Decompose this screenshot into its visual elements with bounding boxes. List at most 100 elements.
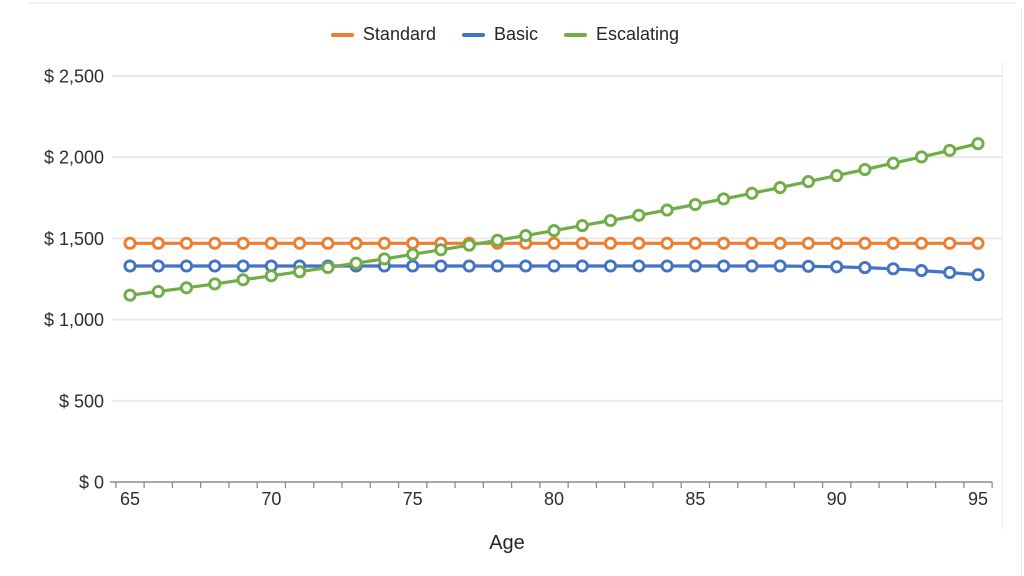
x-tick-label: 85 — [685, 489, 705, 509]
data-point-basic — [914, 264, 929, 278]
data-point-basic — [943, 265, 957, 280]
x-axis-title: Age — [489, 532, 525, 554]
data-point-standard — [575, 236, 589, 250]
data-point-escalating — [547, 224, 561, 238]
x-tick-label: 95 — [968, 489, 988, 509]
y-tick-label: $ 1,500 — [44, 229, 104, 249]
data-point-escalating — [830, 169, 844, 183]
legend-swatch-escalating — [564, 32, 587, 37]
x-tick-label: 75 — [403, 489, 423, 509]
data-point-basic — [858, 261, 872, 275]
legend-label-basic: Basic — [493, 24, 538, 44]
data-point-basic — [547, 259, 561, 273]
data-point-standard — [603, 236, 618, 250]
data-point-standard — [717, 236, 731, 250]
data-point-escalating — [490, 233, 505, 247]
legend-item-standard: Standard — [330, 24, 436, 45]
data-point-basic — [773, 259, 787, 273]
data-point-escalating — [773, 181, 787, 195]
data-point-standard — [632, 236, 646, 250]
data-point-standard — [858, 236, 872, 250]
x-axis — [110, 481, 993, 488]
data-point-standard — [830, 236, 844, 250]
data-point-standard — [179, 236, 194, 250]
x-tick-label: 80 — [544, 489, 564, 509]
data-point-basic — [801, 259, 815, 273]
data-point-escalating — [519, 229, 533, 243]
legend-swatch-basic — [461, 32, 485, 37]
data-point-basic — [123, 259, 137, 273]
card-right-border — [1021, 8, 1022, 576]
y-axis-labels: $ 0 $ 500 $ 1,000 $ 1,500 $ 2,000 $ 2,500 — [44, 67, 104, 493]
data-point-standard — [377, 236, 391, 250]
data-point-escalating — [462, 238, 476, 252]
legend-item-escalating: Escalating — [564, 24, 679, 45]
data-point-standard — [745, 236, 759, 250]
data-point-escalating — [123, 288, 137, 302]
data-point-basic — [179, 259, 194, 273]
data-point-basic — [208, 259, 222, 273]
data-point-standard — [349, 236, 363, 250]
data-point-standard — [801, 236, 815, 250]
data-point-escalating — [349, 256, 363, 270]
y-tick-label: $ 2,000 — [44, 148, 104, 168]
data-point-basic — [830, 260, 844, 274]
data-point-standard — [236, 236, 250, 250]
data-point-escalating — [208, 277, 222, 291]
data-point-escalating — [943, 143, 957, 157]
data-point-escalating — [406, 247, 420, 261]
gridlines — [112, 75, 1002, 402]
x-axis-labels: 65 70 75 80 85 90 95 — [120, 489, 988, 509]
y-tick-label: $ 1,000 — [44, 310, 104, 330]
data-point-escalating — [377, 252, 391, 266]
data-point-escalating — [801, 175, 815, 189]
data-point-basic — [745, 259, 759, 273]
data-point-standard — [264, 236, 278, 250]
series-standard — [123, 236, 985, 250]
data-point-escalating — [179, 281, 194, 295]
data-point-escalating — [914, 150, 929, 164]
data-point-escalating — [603, 213, 618, 228]
data-point-escalating — [575, 219, 589, 233]
data-point-standard — [914, 236, 929, 250]
data-point-escalating — [660, 203, 674, 217]
data-point-standard — [321, 236, 335, 250]
data-point-standard — [971, 236, 985, 250]
x-tick-label: 65 — [120, 489, 140, 509]
data-point-escalating — [745, 186, 759, 200]
data-point-basic — [575, 259, 589, 273]
legend-swatch-standard — [330, 32, 354, 37]
data-point-standard — [406, 236, 420, 250]
x-tick-label: 70 — [261, 489, 281, 509]
legend-label-standard: Standard — [362, 24, 436, 44]
data-point-standard — [547, 236, 561, 250]
x-tick-label: 90 — [827, 489, 847, 509]
y-tick-label: $ 0 — [79, 473, 104, 493]
data-point-basic — [434, 259, 448, 273]
data-point-escalating — [886, 156, 900, 170]
data-point-escalating — [236, 273, 250, 287]
data-point-escalating — [717, 192, 731, 206]
data-point-basic — [971, 268, 985, 282]
data-point-escalating — [293, 265, 307, 279]
y-tick-label: $ 2,500 — [44, 67, 104, 87]
series-escalating — [123, 137, 985, 302]
data-point-standard — [208, 236, 222, 250]
data-point-basic — [717, 259, 731, 273]
card-top-border — [28, 2, 1016, 4]
data-point-escalating — [151, 284, 165, 299]
data-point-standard — [943, 236, 957, 250]
data-point-standard — [773, 236, 787, 250]
data-point-basic — [236, 259, 250, 273]
data-point-escalating — [321, 260, 335, 275]
data-point-standard — [688, 236, 702, 250]
data-point-escalating — [632, 208, 646, 222]
data-point-basic — [151, 259, 165, 273]
data-point-basic — [688, 259, 702, 273]
data-point-basic — [406, 259, 420, 273]
data-point-basic — [603, 259, 618, 273]
data-point-basic — [490, 259, 505, 273]
data-point-basic — [519, 259, 533, 273]
